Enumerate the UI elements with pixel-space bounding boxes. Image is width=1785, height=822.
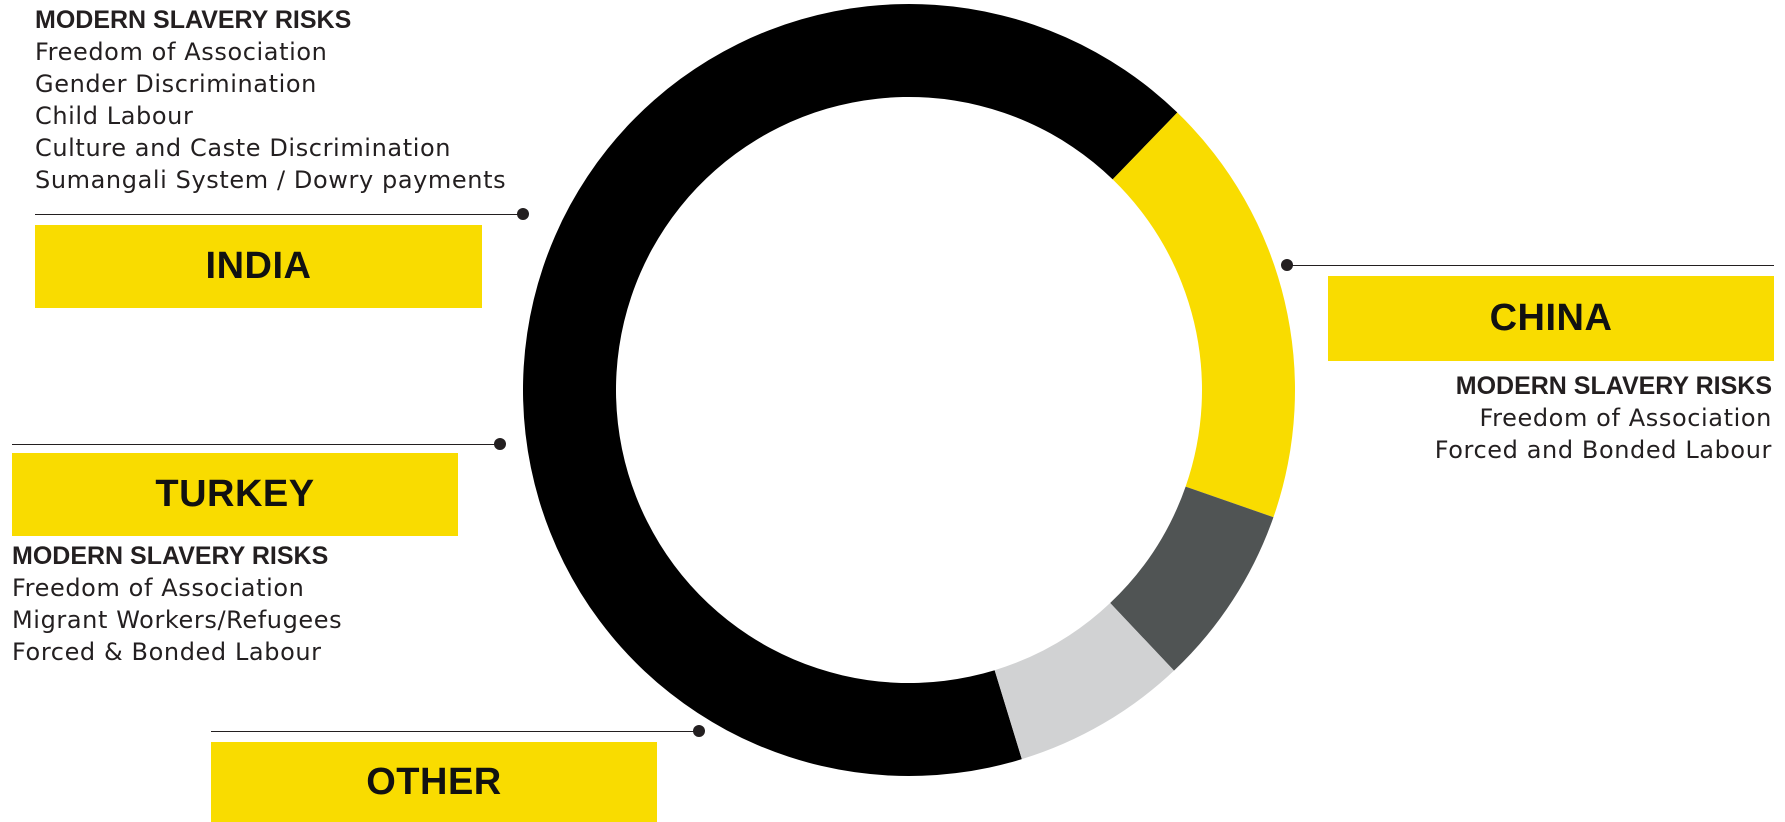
turkey-label: TURKEY bbox=[12, 453, 458, 536]
turkey-risk-item: Freedom of Association bbox=[12, 574, 305, 602]
china-risks: MODERN SLAVERY RISKS Freedom of Associat… bbox=[1435, 370, 1772, 466]
india-leader-dot bbox=[517, 208, 529, 220]
other-leader-line bbox=[211, 731, 699, 732]
india-risks-heading: MODERN SLAVERY RISKS bbox=[35, 6, 352, 34]
turkey-risks-heading: MODERN SLAVERY RISKS bbox=[12, 542, 329, 570]
turkey-leader-dot bbox=[494, 438, 506, 450]
turkey-risk-item: Migrant Workers/Refugees bbox=[12, 606, 343, 634]
donut-slice-china bbox=[522, 3, 1178, 776]
india-risks: MODERN SLAVERY RISKS Freedom of Associat… bbox=[35, 4, 506, 196]
donut-slice-india bbox=[994, 603, 1175, 760]
india-risk-item: Gender Discrimination bbox=[35, 70, 317, 98]
turkey-risks: MODERN SLAVERY RISKS Freedom of Associat… bbox=[12, 540, 342, 668]
china-leader-line bbox=[1286, 265, 1774, 266]
india-leader-line bbox=[35, 214, 523, 215]
india-risk-item: Sumangali System / Dowry payments bbox=[35, 166, 507, 194]
turkey-leader-line bbox=[12, 444, 500, 445]
donut-slice-other bbox=[1112, 112, 1295, 518]
donut-slice-turkey bbox=[1110, 486, 1274, 671]
india-label: INDIA bbox=[35, 225, 482, 308]
india-risk-item: Freedom of Association bbox=[35, 38, 328, 66]
china-risk-item: Freedom of Association bbox=[1479, 404, 1772, 432]
china-leader-dot bbox=[1281, 259, 1293, 271]
china-risks-heading: MODERN SLAVERY RISKS bbox=[1455, 372, 1772, 400]
turkey-risk-item: Forced & Bonded Labour bbox=[12, 638, 322, 666]
china-risk-item: Forced and Bonded Labour bbox=[1434, 436, 1772, 464]
india-risk-item: Culture and Caste Discrimination bbox=[35, 134, 452, 162]
other-leader-dot bbox=[693, 725, 705, 737]
india-risk-item: Child Labour bbox=[35, 102, 194, 130]
other-label: OTHER bbox=[211, 742, 657, 822]
china-label: CHINA bbox=[1328, 276, 1774, 361]
